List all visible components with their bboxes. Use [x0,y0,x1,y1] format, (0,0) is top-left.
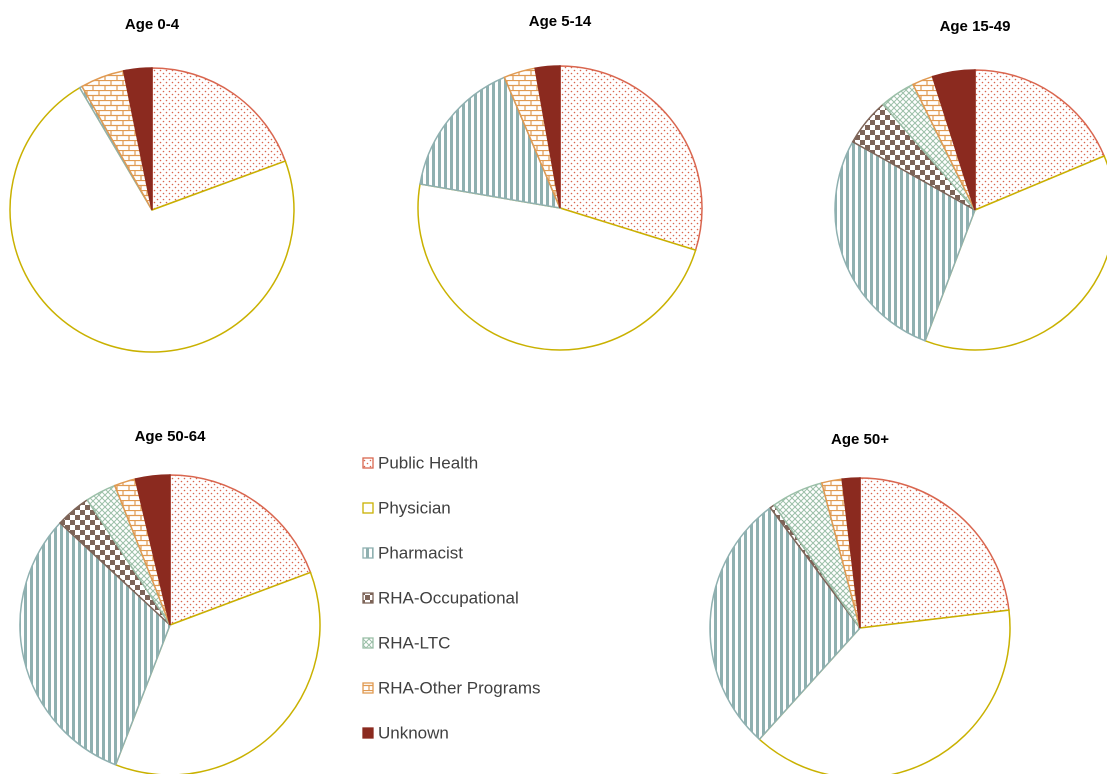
legend-label: RHA-Occupational [378,588,519,607]
pie-slice [114,571,321,774]
pie-slice [559,65,703,252]
legend-swatch [362,592,374,604]
chart-title: Age 15-49 [940,18,1011,35]
legend-label: Physician [378,498,451,517]
pie-slice [841,477,861,629]
legend-swatch [362,637,374,649]
pie-slice [417,183,697,351]
chart-title: Age 50+ [831,431,889,448]
pie-slice [534,65,561,209]
pie-slice [758,609,1011,774]
pie-slice [709,506,861,741]
pie-slice [134,474,171,626]
legend-label: Public Health [378,453,478,472]
legend-label: Pharmacist [378,543,463,562]
legend-label: RHA-LTC [378,633,450,652]
legend-label: Unknown [378,723,449,742]
pie-slice [931,69,976,211]
chart-title: Age 5-14 [529,13,592,30]
pie-slice [859,477,1010,629]
pie-slice [834,140,976,342]
legend-swatch [362,682,374,694]
pie-slice [122,67,153,211]
pie-slice [974,69,1106,212]
legend-swatch [362,727,374,739]
legend-swatch [362,502,374,514]
pie-slice [9,86,295,353]
pie-slice [419,76,562,209]
chart-title: Age 0-4 [125,16,180,33]
pie-slice [169,474,312,627]
pie-slice [19,521,171,766]
pie-slice [151,67,287,212]
pie-slice [924,155,1107,351]
legend-label: RHA-Other Programs [378,678,540,697]
chart-title: Age 50-64 [135,428,207,445]
legend-swatch [362,547,374,559]
legend-swatch [362,457,374,469]
